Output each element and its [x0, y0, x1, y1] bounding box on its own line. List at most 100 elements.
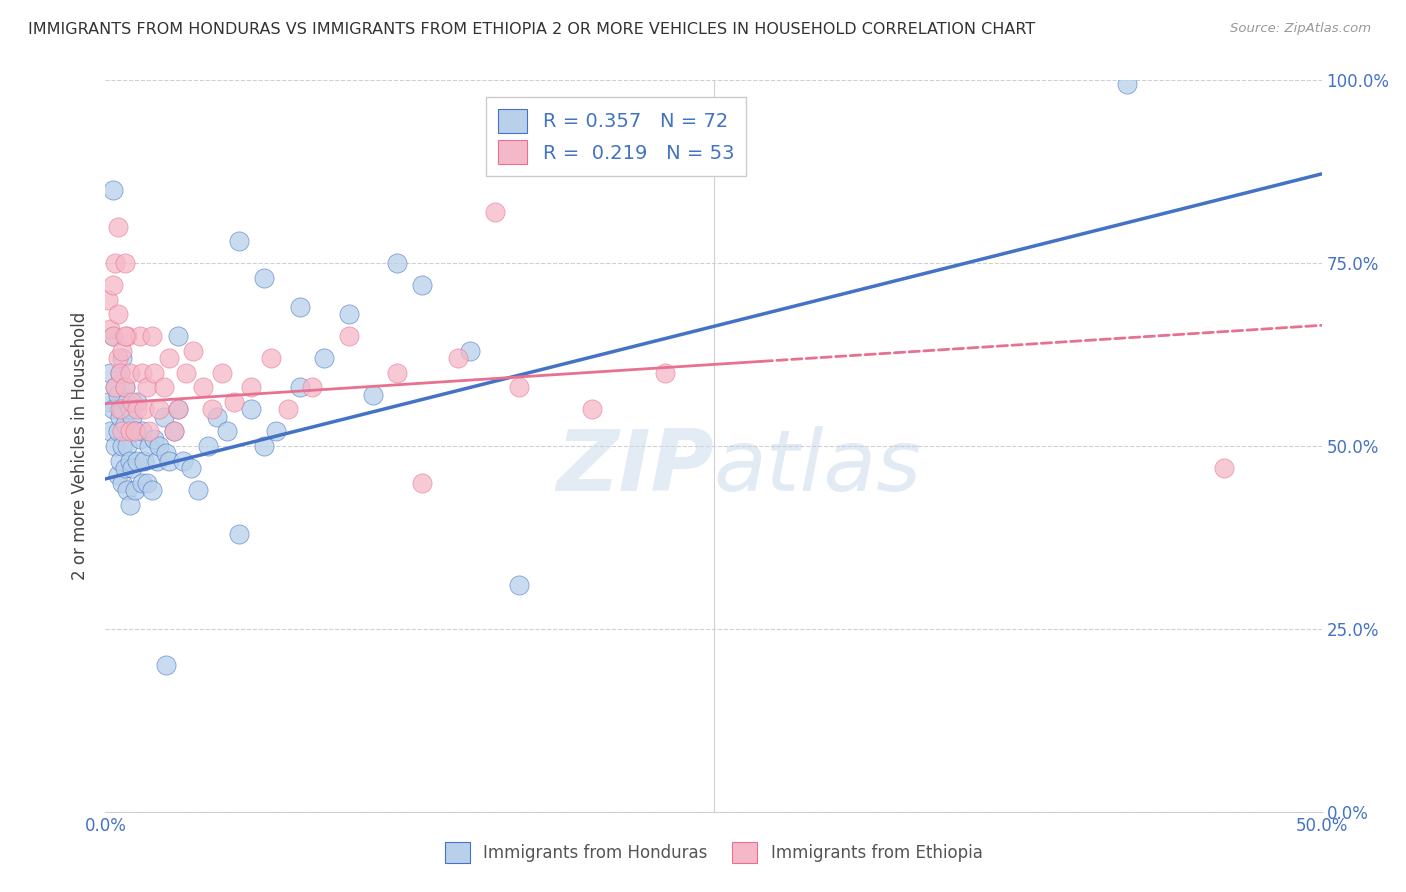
- Point: [114, 329, 136, 343]
- Point: [172, 453, 194, 467]
- Point: [101, 329, 124, 343]
- Point: [143, 432, 166, 446]
- Point: [207, 409, 229, 424]
- Point: [108, 453, 131, 467]
- Point: [114, 417, 136, 431]
- Point: [101, 183, 124, 197]
- Text: Source: ZipAtlas.com: Source: ZipAtlas.com: [1230, 22, 1371, 36]
- Point: [180, 461, 202, 475]
- Point: [135, 380, 157, 394]
- Point: [224, 395, 246, 409]
- Point: [288, 300, 311, 314]
- Point: [1116, 77, 1139, 91]
- Point: [167, 329, 190, 343]
- Point: [162, 425, 184, 439]
- Point: [153, 409, 176, 424]
- Point: [104, 380, 127, 394]
- Point: [337, 329, 360, 343]
- Text: atlas: atlas: [713, 426, 921, 509]
- Point: [97, 395, 120, 409]
- Point: [101, 278, 124, 293]
- Point: [337, 307, 360, 321]
- Point: [131, 366, 153, 380]
- Point: [260, 351, 283, 366]
- Point: [104, 256, 127, 270]
- Point: [387, 256, 409, 270]
- Point: [111, 425, 134, 439]
- Point: [508, 578, 530, 592]
- Point: [1213, 461, 1236, 475]
- Point: [108, 366, 131, 380]
- Point: [167, 402, 190, 417]
- Point: [240, 380, 263, 394]
- Point: [145, 453, 167, 467]
- Point: [314, 351, 336, 366]
- Point: [157, 351, 180, 366]
- Point: [654, 366, 676, 380]
- Point: [104, 439, 127, 453]
- Point: [121, 461, 143, 475]
- Point: [117, 329, 139, 343]
- Point: [117, 439, 139, 453]
- Point: [447, 351, 470, 366]
- Point: [228, 526, 250, 541]
- Point: [118, 425, 141, 439]
- Point: [111, 475, 134, 490]
- Point: [301, 380, 323, 394]
- Point: [155, 446, 177, 460]
- Point: [128, 329, 150, 343]
- Point: [124, 483, 146, 497]
- Point: [411, 278, 433, 293]
- Y-axis label: 2 or more Vehicles in Household: 2 or more Vehicles in Household: [72, 312, 90, 580]
- Point: [108, 366, 131, 380]
- Point: [174, 366, 197, 380]
- Point: [107, 307, 129, 321]
- Point: [101, 329, 124, 343]
- Text: IMMIGRANTS FROM HONDURAS VS IMMIGRANTS FROM ETHIOPIA 2 OR MORE VEHICLES IN HOUSE: IMMIGRANTS FROM HONDURAS VS IMMIGRANTS F…: [28, 22, 1035, 37]
- Point: [117, 483, 139, 497]
- Point: [157, 453, 180, 467]
- Point: [118, 366, 141, 380]
- Point: [128, 432, 150, 446]
- Point: [458, 343, 481, 358]
- Point: [97, 293, 120, 307]
- Point: [111, 402, 134, 417]
- Point: [107, 351, 129, 366]
- Point: [148, 439, 170, 453]
- Point: [252, 270, 274, 285]
- Point: [148, 402, 170, 417]
- Point: [98, 425, 121, 439]
- Point: [114, 380, 136, 394]
- Point: [125, 395, 148, 409]
- Point: [118, 453, 141, 467]
- Point: [107, 468, 129, 483]
- Point: [211, 366, 233, 380]
- Point: [228, 234, 250, 248]
- Point: [98, 366, 121, 380]
- Point: [155, 658, 177, 673]
- Point: [162, 425, 184, 439]
- Point: [111, 351, 134, 366]
- Point: [117, 395, 139, 409]
- Point: [581, 402, 603, 417]
- Point: [134, 453, 156, 467]
- Point: [131, 425, 153, 439]
- Point: [141, 483, 163, 497]
- Point: [191, 380, 214, 394]
- Point: [138, 425, 160, 439]
- Point: [114, 380, 136, 394]
- Point: [181, 343, 204, 358]
- Point: [121, 409, 143, 424]
- Point: [201, 402, 224, 417]
- Point: [508, 380, 530, 394]
- Point: [141, 329, 163, 343]
- Point: [125, 402, 148, 417]
- Point: [264, 425, 287, 439]
- Point: [118, 402, 141, 417]
- Point: [277, 402, 299, 417]
- Point: [240, 402, 263, 417]
- Point: [411, 475, 433, 490]
- Point: [288, 380, 311, 394]
- Point: [153, 380, 176, 394]
- Point: [124, 425, 146, 439]
